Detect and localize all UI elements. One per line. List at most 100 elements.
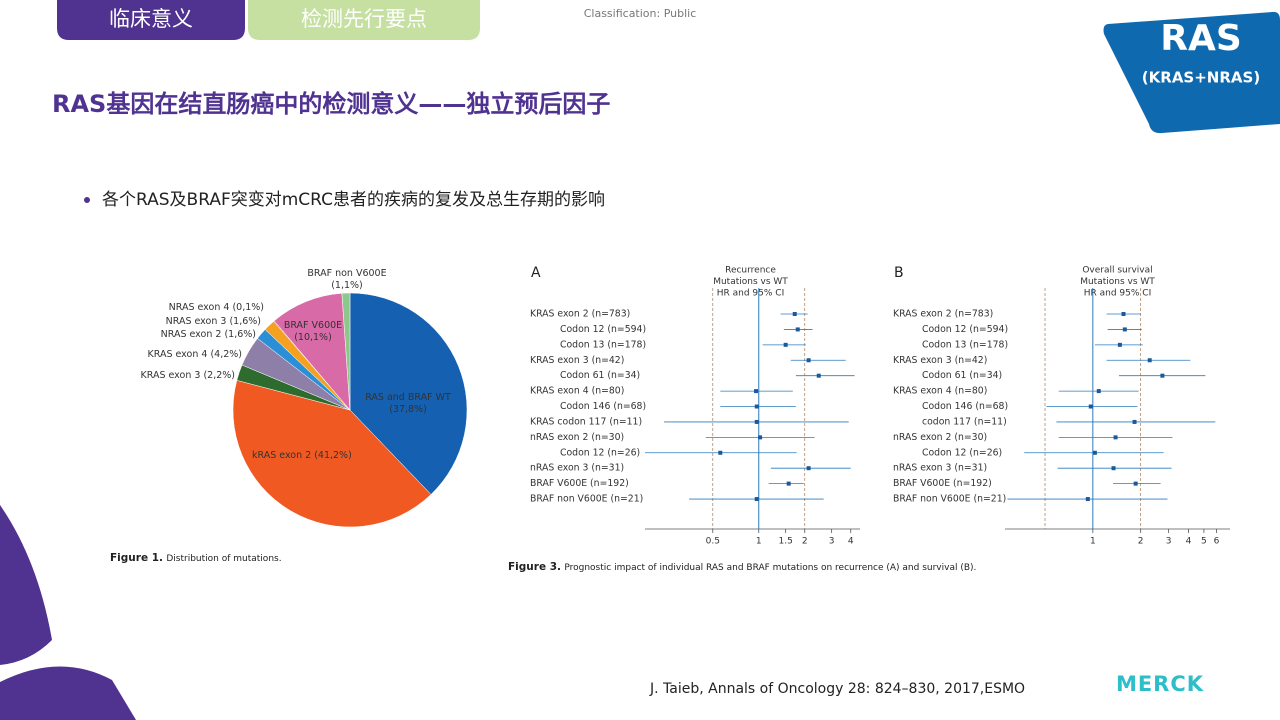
hr-point bbox=[754, 419, 759, 424]
row-label: BRAF V600E (n=192) bbox=[893, 478, 992, 489]
pie-label-name: BRAF V600E bbox=[284, 320, 342, 331]
forest-title: HR and 95% CI bbox=[1084, 289, 1151, 299]
hr-point bbox=[806, 466, 811, 471]
pie-label-name: NRAS exon 4 bbox=[169, 302, 230, 313]
pie-label: kRAS exon 2 (41,2%) bbox=[252, 450, 352, 461]
pie-value-label: (41,2%) bbox=[314, 450, 352, 461]
row-label: KRAS exon 4 (n=80) bbox=[530, 386, 624, 397]
hr-point bbox=[783, 342, 788, 347]
badge-subtitle: (KRAS+NRAS) bbox=[1142, 69, 1260, 87]
row-label: nRAS exon 3 (n=31) bbox=[893, 463, 987, 474]
pie-label: KRAS exon 4 (4,2%) bbox=[148, 349, 243, 360]
hr-point bbox=[718, 450, 723, 455]
x-tick-label: 2 bbox=[1138, 537, 1144, 547]
pie-value-label: (0,1%) bbox=[232, 302, 264, 313]
row-label: BRAF non V600E (n=21) bbox=[530, 494, 643, 505]
row-label: Codon 13 (n=178) bbox=[922, 339, 1008, 350]
row-label: Codon 13 (n=178) bbox=[560, 339, 646, 350]
pie-label-name: NRAS exon 2 bbox=[161, 329, 222, 340]
slide-title: RAS基因在结直肠癌中的检测意义——独立预后因子 bbox=[52, 90, 610, 118]
pie-label-name: kRAS exon 2 bbox=[252, 450, 311, 461]
row-label: KRAS exon 3 (n=42) bbox=[893, 355, 987, 366]
x-tick-label: 4 bbox=[848, 537, 854, 547]
pie-slice bbox=[232, 380, 432, 528]
row-label: KRAS codon 117 (n=11) bbox=[530, 416, 642, 427]
row-label: BRAF non V600E (n=21) bbox=[893, 494, 1006, 505]
tab[interactable] bbox=[57, 0, 245, 40]
pie-label-name: RAS and BRAF WT bbox=[365, 392, 451, 403]
row-label: Codon 12 (n=594) bbox=[922, 324, 1008, 335]
row-label: KRAS exon 2 (n=783) bbox=[893, 309, 993, 320]
hr-point bbox=[792, 312, 797, 316]
hr-point bbox=[1122, 327, 1127, 332]
forest-title: Recurrence bbox=[725, 266, 776, 276]
row-label: Codon 12 (n=26) bbox=[560, 447, 640, 458]
pie-value-label: (4,2%) bbox=[210, 349, 242, 360]
pie-value-label: (1,6%) bbox=[229, 316, 261, 327]
hr-point bbox=[795, 327, 800, 332]
forest-title: Overall survival bbox=[1082, 266, 1152, 276]
pie-label-name: BRAF non V600E bbox=[307, 268, 386, 279]
row-label: Codon 146 (n=68) bbox=[560, 401, 646, 412]
hr-point bbox=[1133, 481, 1138, 486]
hr-point bbox=[1096, 389, 1101, 394]
hr-point bbox=[1085, 497, 1090, 502]
row-label: codon 117 (n=11) bbox=[922, 416, 1007, 427]
x-tick-label: 3 bbox=[829, 537, 835, 547]
pie-slice bbox=[273, 293, 351, 411]
pie-label: NRAS exon 2 (1,6%) bbox=[161, 329, 256, 340]
caption-label: Figure 3. bbox=[508, 561, 561, 573]
decoration bbox=[0, 505, 52, 665]
hr-point bbox=[1111, 466, 1116, 471]
hr-point bbox=[806, 358, 811, 363]
pie-label: NRAS exon 4 (0,1%) bbox=[169, 302, 264, 313]
tab[interactable] bbox=[248, 0, 480, 40]
pie-label: RAS and BRAF WT (37,8%) bbox=[365, 392, 451, 415]
hr-point bbox=[1121, 312, 1126, 316]
citation: J. Taieb, Annals of Oncology 28: 824–830… bbox=[649, 681, 1025, 697]
row-label: Codon 12 (n=26) bbox=[922, 447, 1002, 458]
pie-label: KRAS exon 3 (2,2%) bbox=[141, 370, 236, 381]
row-label: KRAS exon 4 (n=80) bbox=[893, 386, 987, 397]
tab-label[interactable]: 检测先行要点 bbox=[301, 7, 427, 31]
row-label: Codon 61 (n=34) bbox=[922, 370, 1002, 381]
hr-point bbox=[1132, 419, 1137, 424]
panel-label: A bbox=[531, 265, 541, 281]
pie-value-label: (1,6%) bbox=[224, 329, 256, 340]
pie-value-label: (2,2%) bbox=[203, 370, 235, 381]
x-tick-label: 0.5 bbox=[706, 537, 720, 547]
hr-point bbox=[754, 497, 759, 502]
row-label: KRAS exon 2 (n=783) bbox=[530, 309, 630, 320]
x-tick-label: 1 bbox=[756, 537, 762, 547]
logo: MERCK bbox=[1116, 672, 1204, 696]
row-label: Codon 146 (n=68) bbox=[922, 401, 1008, 412]
forest-title: Mutations vs WT bbox=[713, 277, 788, 287]
hr-point bbox=[1088, 404, 1093, 409]
hr-point bbox=[1147, 358, 1152, 363]
classification: Classification: Public bbox=[584, 7, 697, 20]
row-label: nRAS exon 2 (n=30) bbox=[530, 432, 624, 443]
x-tick-label: 3 bbox=[1166, 537, 1172, 547]
pie-value-label: (37,8%) bbox=[389, 404, 427, 415]
pie-slice bbox=[349, 292, 468, 495]
x-tick-label: 2 bbox=[802, 537, 808, 547]
badge bbox=[1103, 11, 1280, 134]
pie-label: BRAF V600E (10,1%) bbox=[284, 320, 342, 343]
row-label: nRAS exon 2 (n=30) bbox=[893, 432, 987, 443]
caption-text: Prognostic impact of individual RAS and … bbox=[564, 563, 976, 573]
row-label: nRAS exon 3 (n=31) bbox=[530, 463, 624, 474]
x-tick-label: 4 bbox=[1186, 537, 1192, 547]
decoration bbox=[0, 666, 136, 720]
pie-label-name: KRAS exon 3 bbox=[141, 370, 201, 381]
hr-point bbox=[786, 481, 791, 486]
tab-label[interactable]: 临床意义 bbox=[109, 7, 193, 31]
x-tick-label: 6 bbox=[1214, 537, 1220, 547]
pie-label: NRAS exon 3 (1,6%) bbox=[166, 316, 261, 327]
pie-value-label: (10,1%) bbox=[294, 332, 332, 343]
hr-point bbox=[754, 404, 759, 409]
pie-label-name: KRAS exon 4 bbox=[148, 349, 208, 360]
pie-value-label: (1,1%) bbox=[331, 280, 363, 291]
caption: Figure 3. Prognostic impact of individua… bbox=[508, 561, 976, 573]
badge-title: RAS bbox=[1160, 18, 1242, 59]
